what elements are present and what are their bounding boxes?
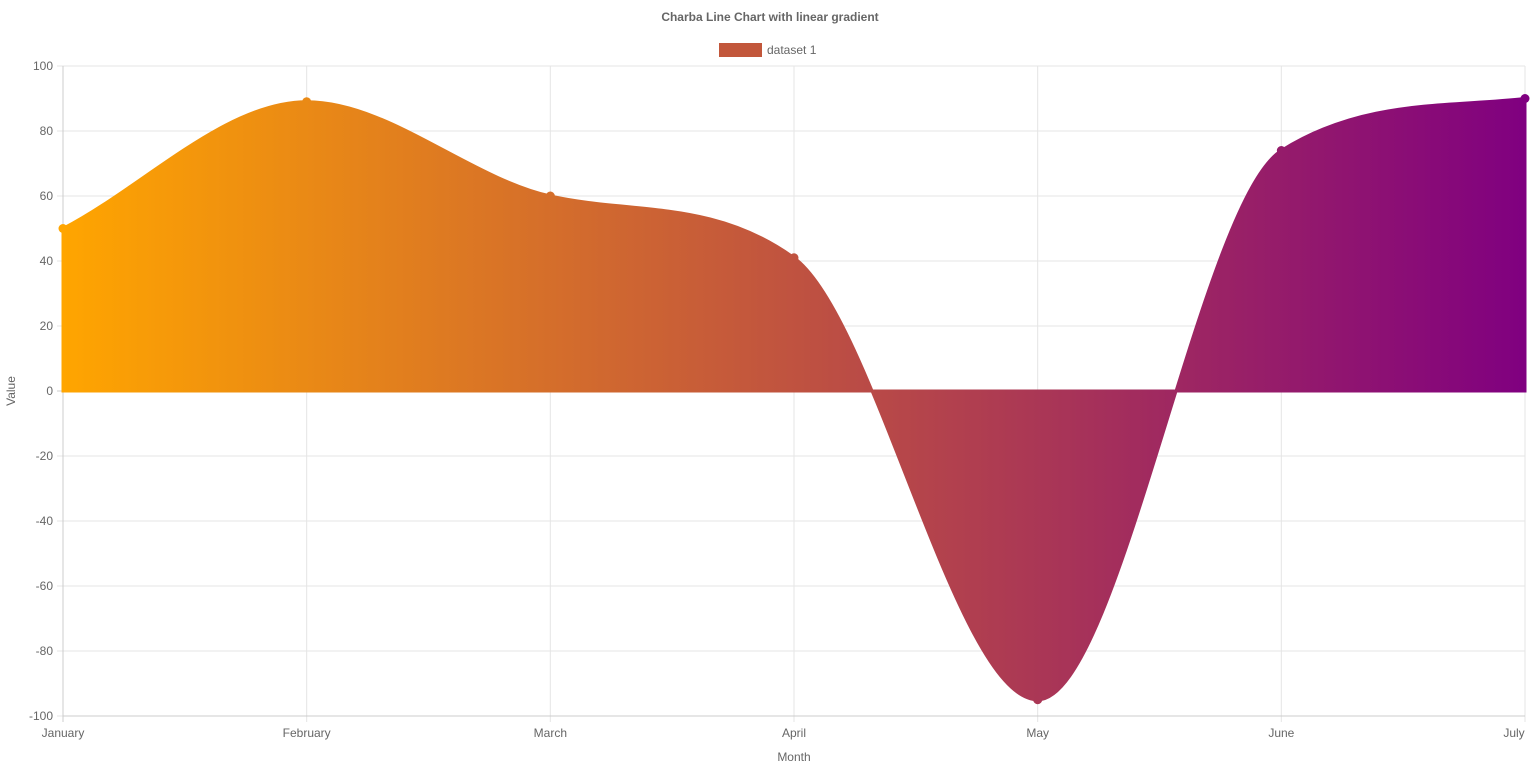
y-axis: 100 80 60 40 20 0 -20 -40 -60 -80 -100 xyxy=(29,59,53,723)
data-point[interactable] xyxy=(1520,94,1530,103)
legend-label[interactable]: dataset 1 xyxy=(767,43,817,57)
data-point[interactable] xyxy=(1276,146,1286,155)
y-tick-label: 40 xyxy=(40,254,54,268)
legend-swatch[interactable] xyxy=(719,43,762,57)
y-tick-label: -60 xyxy=(36,579,54,593)
y-tick-label: 100 xyxy=(33,59,53,73)
y-tick-label: 80 xyxy=(40,124,54,138)
legend[interactable]: dataset 1 xyxy=(719,43,817,57)
x-tick-label: July xyxy=(1503,726,1524,740)
y-tick-label: -80 xyxy=(36,644,54,658)
x-axis: January February March April May June July xyxy=(42,726,1525,740)
data-point[interactable] xyxy=(302,97,312,107)
x-tick-label: May xyxy=(1026,726,1049,740)
y-tick-label: 20 xyxy=(40,319,54,333)
x-tick-label: February xyxy=(283,726,331,740)
y-tick-label: 60 xyxy=(40,189,54,203)
y-tick-label: 0 xyxy=(46,384,53,398)
y-tick-label: -40 xyxy=(36,514,54,528)
x-tick-label: January xyxy=(42,726,85,740)
data-points xyxy=(58,94,1530,705)
x-tick-label: April xyxy=(782,726,806,740)
x-tick-label: March xyxy=(534,726,567,740)
y-tick-label: -20 xyxy=(36,449,54,463)
data-point[interactable] xyxy=(58,224,68,233)
y-tick-label: -100 xyxy=(29,709,53,723)
data-point[interactable] xyxy=(1033,695,1043,705)
chart-title: Charba Line Chart with linear gradient xyxy=(661,10,878,24)
x-tick-label: June xyxy=(1268,726,1294,740)
data-point[interactable] xyxy=(545,191,555,201)
y-axis-title: Value xyxy=(4,376,18,406)
data-point[interactable] xyxy=(789,253,799,263)
x-axis-title: Month xyxy=(777,750,810,764)
